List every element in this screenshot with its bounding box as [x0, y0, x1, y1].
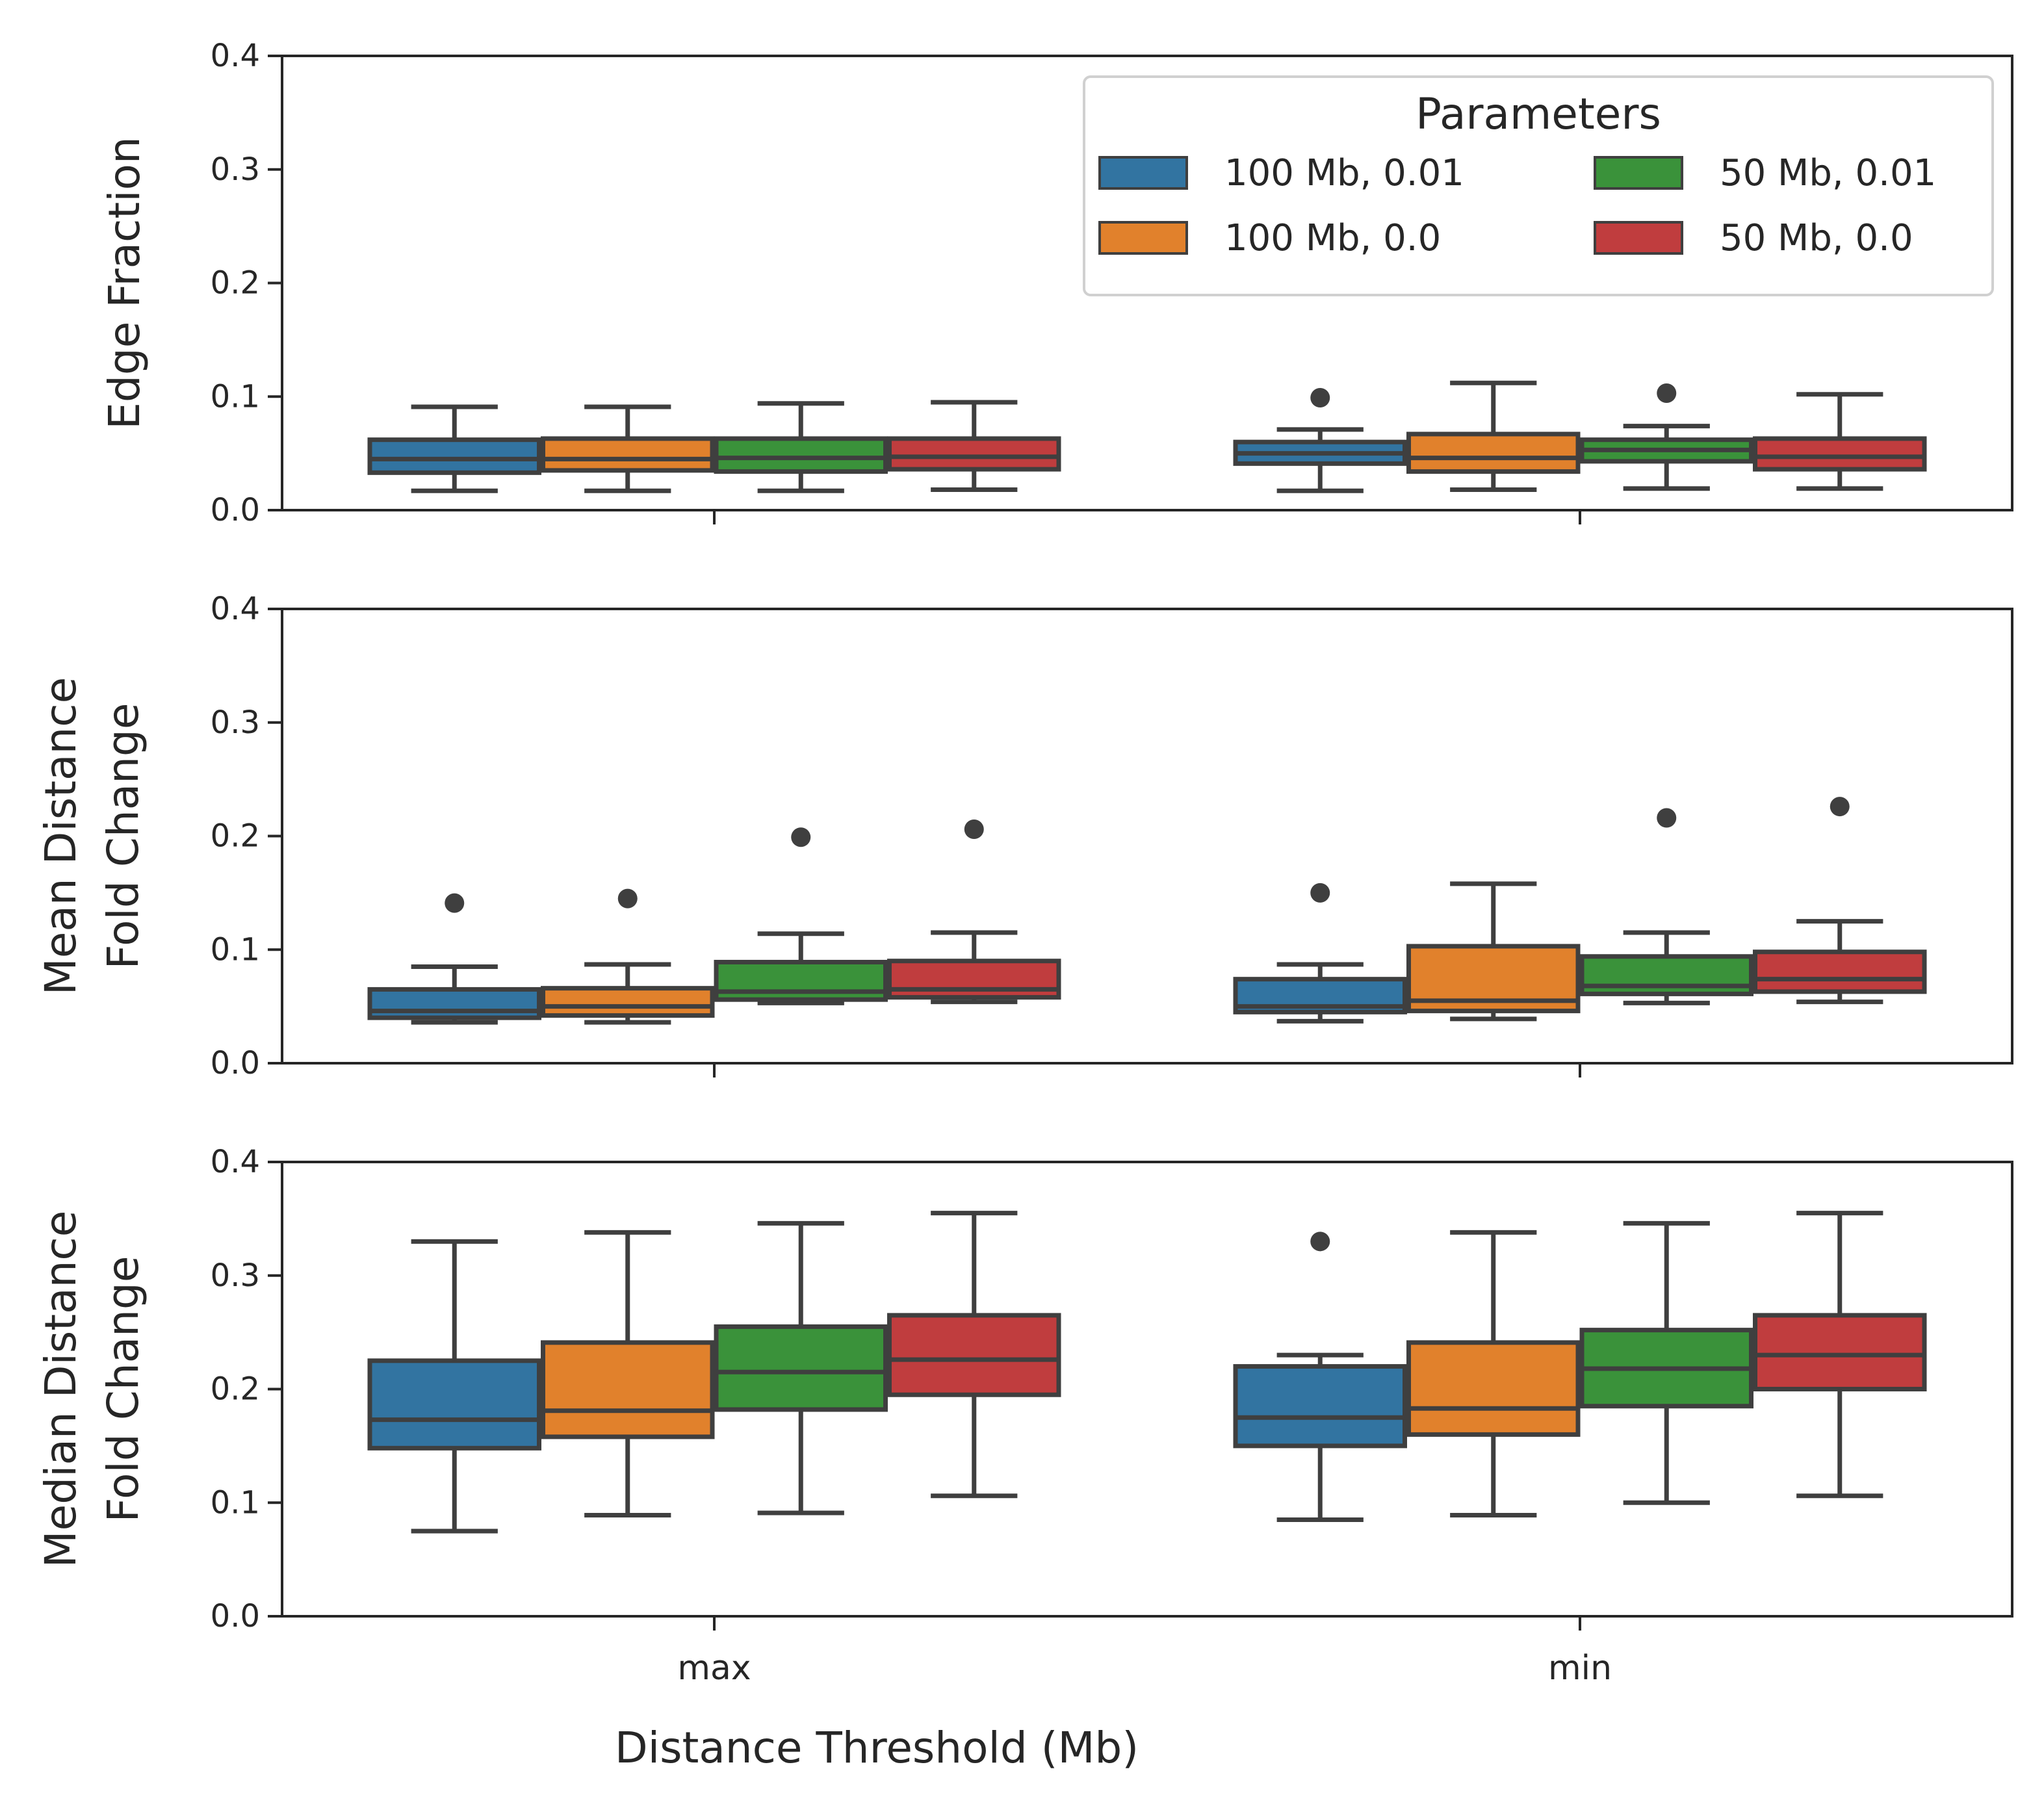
- box-max-series-2: [541, 1230, 715, 1517]
- y-tick-label: 0.0: [211, 492, 260, 528]
- y-axis-label: Median Distance: [36, 1211, 86, 1568]
- box-max-series-4: [887, 819, 1061, 1005]
- y-tick-label: 0.1: [211, 1484, 260, 1521]
- legend-swatch: [1594, 221, 1683, 255]
- box-min-series-4: [1753, 392, 1927, 491]
- box-body: [541, 986, 715, 1018]
- box-min-series-2: [1406, 881, 1581, 1022]
- box-min-series-2: [1406, 1230, 1581, 1517]
- legend-label: 50 Mb, 0.0: [1720, 217, 1913, 259]
- subplot-2: 0.0 0.1 0.2 0.3 0.4 Mean Distance Fold Change: [36, 591, 2013, 1081]
- box-max-series-2: [541, 404, 715, 493]
- box-max-series-4: [887, 400, 1061, 493]
- legend-label: 50 Mb, 0.01: [1720, 152, 1936, 194]
- outlier-point: [791, 827, 811, 847]
- box-max-series-1: [367, 404, 541, 493]
- x-tick-label-min: min: [1548, 1649, 1612, 1688]
- legend-label: 100 Mb, 0.01: [1224, 152, 1464, 194]
- box-max-series-3: [714, 827, 888, 1005]
- y-tick-label: 0.2: [211, 265, 260, 302]
- box-body: [541, 436, 715, 473]
- box-body: [714, 436, 888, 474]
- legend-label: 100 Mb, 0.0: [1224, 217, 1441, 259]
- box-body: [887, 436, 1061, 472]
- box-min-series-1: [1233, 387, 1407, 493]
- box-body: [714, 1324, 888, 1412]
- y-tick-label: 0.3: [211, 151, 260, 188]
- legend-title: Parameters: [1416, 89, 1661, 139]
- outlier-point: [1310, 883, 1330, 903]
- box-min-series-1: [1233, 883, 1407, 1024]
- y-tick-label: 0.4: [211, 591, 260, 627]
- subplot-3: 0.0 0.1 0.2 0.3 0.4 Median Distance Fold Chang…: [36, 1144, 2013, 1688]
- box-min-series-1: [1233, 1232, 1407, 1522]
- legend-swatch: [1098, 221, 1188, 255]
- box-body: [1753, 436, 1927, 472]
- box-body: [1406, 1340, 1581, 1437]
- y-axis-label: Fold Change: [98, 1256, 148, 1523]
- legend-swatch: [1594, 156, 1683, 190]
- y-tick-label: 0.2: [211, 1371, 260, 1408]
- box-body: [1753, 949, 1927, 994]
- y-tick-label: 0.3: [211, 1258, 260, 1294]
- box-body: [1753, 1313, 1927, 1391]
- outlier-point: [617, 888, 638, 909]
- outlier-point: [1830, 797, 1850, 817]
- box-max-series-2: [541, 888, 715, 1025]
- box-body: [1233, 1364, 1407, 1449]
- box-max-series-3: [714, 1220, 888, 1516]
- legend-frame: [1083, 75, 1994, 296]
- box-body: [367, 437, 541, 475]
- outlier-point: [1657, 383, 1677, 404]
- y-tick-label: 0.0: [211, 1045, 260, 1081]
- box-body: [541, 1340, 715, 1439]
- legend-swatch: [1098, 156, 1188, 190]
- outlier-point: [445, 893, 465, 913]
- y-tick-label: 0.3: [211, 704, 260, 741]
- box-body: [1406, 432, 1581, 474]
- box-body: [887, 1313, 1061, 1397]
- y-axis-label: Edge Fraction: [99, 136, 149, 430]
- y-axis-label: Fold Change: [98, 703, 148, 970]
- box-min-series-3: [1579, 808, 1753, 1005]
- box-min-series-2: [1406, 380, 1581, 493]
- box-body: [367, 987, 541, 1020]
- subplot-1: 0.0 0.1 0.2 0.3 0.4 Edge Fraction: [99, 38, 2013, 528]
- outlier-point: [964, 819, 984, 840]
- outlier-point: [1310, 387, 1330, 407]
- box-body: [367, 1358, 541, 1451]
- x-tick-label-max: max: [677, 1649, 751, 1688]
- box-min-series-3: [1579, 383, 1753, 491]
- y-tick-label: 0.0: [211, 1598, 260, 1634]
- box-body: [714, 959, 888, 1002]
- box-min-series-4: [1753, 797, 1927, 1005]
- outlier-point: [1310, 1232, 1330, 1252]
- outlier-point: [1657, 808, 1677, 828]
- box-body: [887, 959, 1061, 1000]
- box-body: [1579, 954, 1753, 996]
- box-max-series-1: [367, 893, 541, 1025]
- y-tick-label: 0.1: [211, 378, 260, 415]
- y-tick-label: 0.1: [211, 931, 260, 968]
- box-min-series-3: [1579, 1220, 1753, 1505]
- y-axis-label: Mean Distance: [36, 677, 86, 995]
- legend: Parameters 100 Mb, 0.01 100 Mb, 0.0 50 Mb, …: [1083, 75, 1994, 296]
- x-axis-label: Distance Threshold (Mb): [615, 1723, 1139, 1773]
- y-tick-label: 0.4: [211, 38, 260, 74]
- box-max-series-3: [714, 401, 888, 493]
- box-max-series-1: [367, 1239, 541, 1534]
- box-max-series-4: [887, 1211, 1061, 1499]
- box-min-series-4: [1753, 1211, 1927, 1499]
- y-tick-label: 0.2: [211, 818, 260, 855]
- y-tick-label: 0.4: [211, 1144, 260, 1180]
